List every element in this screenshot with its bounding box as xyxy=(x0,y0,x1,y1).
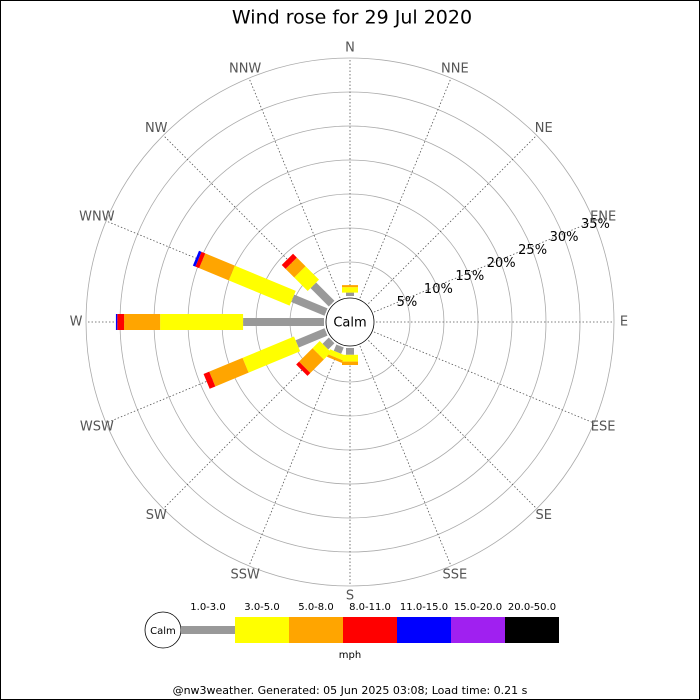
legend-label: 1.0-3.0 xyxy=(190,602,225,613)
direction-label: SSE xyxy=(442,568,467,583)
wind-segment xyxy=(209,357,249,387)
wind-segment xyxy=(192,250,202,267)
wind-segment xyxy=(124,314,161,330)
legend-label: 5.0-8.0 xyxy=(298,602,333,613)
wind-segment xyxy=(310,282,335,307)
wind-segment xyxy=(342,287,358,293)
wind-segment xyxy=(342,361,358,365)
wind-segment xyxy=(242,336,301,373)
legend-label: 8.0-11.0 xyxy=(349,602,391,613)
r-tick-label: 10% xyxy=(424,282,453,297)
wind-segment xyxy=(333,344,344,354)
wind-segment xyxy=(294,266,320,292)
wind-segment xyxy=(342,285,358,288)
legend-swatch xyxy=(343,617,397,643)
spoke xyxy=(373,331,595,424)
spoke xyxy=(373,220,595,313)
wind-segment xyxy=(199,253,235,281)
r-tick-label: 25% xyxy=(518,243,547,258)
direction-label: W xyxy=(70,315,83,330)
legend-swatch xyxy=(289,617,343,643)
wind-segment xyxy=(228,265,296,306)
direction-label: ENE xyxy=(590,210,616,225)
direction-label: SE xyxy=(536,508,552,523)
wind-segment xyxy=(291,294,328,316)
r-tick-label: 20% xyxy=(487,256,516,271)
wind-segment xyxy=(160,314,244,330)
wind-segment xyxy=(203,371,216,389)
wind-segment xyxy=(326,354,343,363)
spoke xyxy=(359,77,452,299)
direction-label: SW xyxy=(146,508,167,523)
wind-segment xyxy=(346,292,354,296)
wind-segment xyxy=(346,348,354,355)
wind-segment xyxy=(281,253,297,269)
direction-label: S xyxy=(346,589,354,604)
direction-label: WNW xyxy=(79,210,115,225)
direction-label: NW xyxy=(145,121,168,136)
legend-calm-label: Calm xyxy=(150,626,176,637)
calm-circle xyxy=(325,297,375,347)
legend-label: 20.0-50.0 xyxy=(508,602,556,613)
unit-label: mph xyxy=(339,650,361,661)
wind-segment xyxy=(195,251,206,269)
wind-segment xyxy=(296,361,311,376)
wind-segment xyxy=(299,348,324,373)
direction-label: N xyxy=(345,41,355,56)
direction-label: SSW xyxy=(230,568,260,583)
wind-segment xyxy=(322,337,335,350)
legend-label: 15.0-20.0 xyxy=(454,602,502,613)
wind-segment xyxy=(312,340,332,360)
legend-swatch xyxy=(397,617,451,643)
wind-segment xyxy=(342,354,358,362)
spoke xyxy=(248,77,341,299)
r-tick-label: 30% xyxy=(550,230,579,245)
direction-label: NE xyxy=(535,121,553,136)
legend-label: 11.0-15.0 xyxy=(400,602,448,613)
calm-label: Calm xyxy=(333,316,366,331)
chart-title: Wind rose for 29 Jul 2020 xyxy=(232,7,472,29)
direction-label: WSW xyxy=(80,419,114,434)
r-tick-label: 35% xyxy=(581,217,610,232)
spoke xyxy=(359,345,452,567)
direction-label: NNW xyxy=(229,61,261,76)
legend-swatch xyxy=(505,617,559,643)
legend-swatch xyxy=(181,626,235,634)
spoke xyxy=(368,340,537,509)
r-tick-label: 15% xyxy=(455,269,484,284)
spoke xyxy=(368,135,537,304)
r-tick-label: 5% xyxy=(397,295,418,310)
grid-ring xyxy=(85,57,615,587)
direction-label: E xyxy=(620,315,628,330)
footer: @nw3weather. Generated: 05 Jun 2025 03:0… xyxy=(173,684,528,697)
wind-segment xyxy=(327,349,345,361)
legend-swatch xyxy=(235,617,289,643)
wind-segment xyxy=(117,314,125,330)
direction-label: ESE xyxy=(591,419,616,434)
legend-swatch xyxy=(451,617,505,643)
legend-label: 3.0-5.0 xyxy=(244,602,279,613)
direction-label: NNE xyxy=(441,61,469,76)
wind-segment xyxy=(243,318,324,326)
spoke xyxy=(248,345,341,567)
wind-segment xyxy=(295,328,328,348)
wind-segment xyxy=(115,314,118,330)
wind-segment xyxy=(285,257,306,278)
